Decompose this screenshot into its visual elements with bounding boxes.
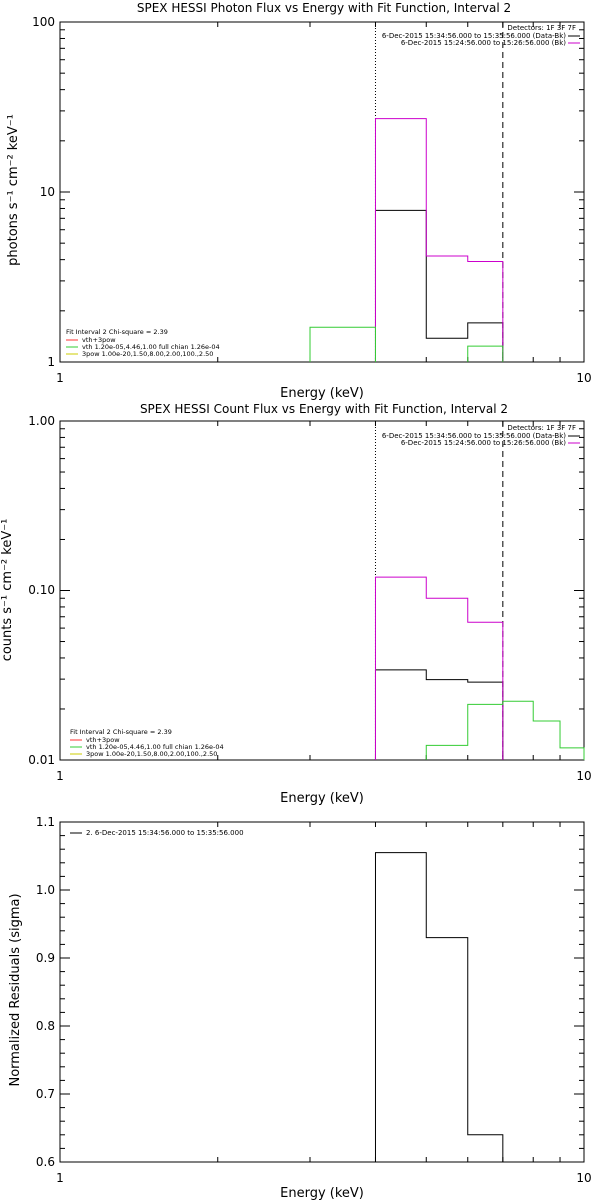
panel-2-title: SPEX HESSI Count Flux vs Energy with Fit… xyxy=(140,402,508,416)
p1-legend-data: 6-Dec-2015 15:34:56.000 to 15:35:56.000 … xyxy=(382,32,566,40)
p1-ytick-label-100: 100 xyxy=(32,15,55,29)
p2-y-axis-label: counts s⁻¹ cm⁻² keV⁻¹ xyxy=(0,519,15,662)
p3-ytick-label: 1.0 xyxy=(36,883,55,897)
p2-fit-title: Fit Interval 2 Chi-square = 2.39 xyxy=(70,728,172,736)
p1-legend-detectors: Detectors: 1F 3F 7F xyxy=(507,24,576,32)
p1-xtick-label-1: 1 xyxy=(56,371,64,385)
panel-2-marks xyxy=(374,421,585,760)
series-data-bk xyxy=(374,209,504,362)
p2-legend-detectors: Detectors: 1F 3F 7F xyxy=(507,424,576,432)
p1-ytick-label-1: 1 xyxy=(47,355,55,369)
p2-fit-item-1: vth+3pow xyxy=(86,736,120,744)
series-vth-3pow xyxy=(374,118,504,362)
p1-legend-bk: 6-Dec-2015 15:24:56.000 to 15:26:56.000 … xyxy=(401,39,566,47)
panel-1-frame xyxy=(59,21,585,363)
p1-fit-item-1: vth+3pow xyxy=(82,336,116,344)
p3-ytick-label: 1.1 xyxy=(36,815,55,829)
p1-x-axis-label: Energy (keV) xyxy=(280,386,364,401)
p2-fit-item-2: vth 1.20e-05,4.46,1.00 full chian 1.26e-… xyxy=(86,743,224,751)
p3-ytick-label: 0.9 xyxy=(36,951,55,965)
panel-1-ticks xyxy=(59,21,585,363)
p3-legend: 2. 6-Dec-2015 15:34:56.000 to 15:35:56.0… xyxy=(86,829,244,837)
p1-xtick-label-10: 10 xyxy=(576,371,591,385)
p3-ytick-label: 0.6 xyxy=(36,1155,55,1169)
p1-fit-item-3: 3pow 1.00e-20,1.50,8.00,2.00,100.,2.50 xyxy=(82,350,213,358)
panel-3-ticks xyxy=(59,821,585,1163)
p2-x-axis-label: Energy (keV) xyxy=(280,791,364,806)
p1-ytick-label-10: 10 xyxy=(40,185,55,199)
p2-ytick-label-0.01: 0.01 xyxy=(28,753,55,767)
panel-1-title: SPEX HESSI Photon Flux vs Energy with Fi… xyxy=(137,1,511,15)
p2-ytick-label-1.00: 1.00 xyxy=(28,414,55,428)
p1-fit-title: Fit Interval 2 Chi-square = 2.39 xyxy=(66,328,168,336)
p2-xtick-label-10: 10 xyxy=(576,769,591,783)
p2-legend-bk: 6-Dec-2015 15:24:56.000 to 15:26:56.000 … xyxy=(401,439,566,447)
p2-xtick-label-1: 1 xyxy=(56,769,64,783)
residuals-panel: 1 10 Energy (keV) Normalized Residuals (… xyxy=(8,815,592,1200)
p3-y-tick-labels: 0.6 0.7 0.8 0.9 1.0 1.1 xyxy=(36,815,55,1169)
p3-x-axis-label: Energy (keV) xyxy=(280,1186,364,1200)
panel-1-marks xyxy=(309,22,504,362)
series-data-bk xyxy=(374,669,504,760)
series-vth xyxy=(425,700,585,760)
p2-legend-data: 6-Dec-2015 15:34:56.000 to 15:35:56.000 … xyxy=(382,432,566,440)
p3-xtick-label-10: 10 xyxy=(576,1171,591,1185)
panel-3-frame xyxy=(59,821,585,1163)
series-vth xyxy=(309,326,504,362)
count-flux-panel: SPEX HESSI Count Flux vs Energy with Fit… xyxy=(0,402,592,806)
p3-xtick-label-1: 1 xyxy=(56,1171,64,1185)
panel-2-ticks xyxy=(59,420,585,761)
p1-y-axis-label: photons s⁻¹ cm⁻² keV⁻¹ xyxy=(6,114,21,266)
p3-ytick-label: 0.7 xyxy=(36,1087,55,1101)
panel-3-marks xyxy=(374,852,504,1162)
p2-fit-item-3: 3pow 1.00e-20,1.50,8.00,2.00,100.,2.50 xyxy=(86,750,217,758)
series-vth-3pow xyxy=(374,576,504,760)
p2-ytick-label-0.10: 0.10 xyxy=(28,583,55,597)
p1-fit-item-2: vth 1.20e-05,4.46,1.00 full chian 1.26e-… xyxy=(82,343,220,351)
p3-y-axis-label: Normalized Residuals (sigma) xyxy=(8,893,23,1086)
series-6-dec-2015-15-34-56-000-to-15-35-56-000 xyxy=(374,852,504,1162)
photon-flux-panel: SPEX HESSI Photon Flux vs Energy with Fi… xyxy=(6,1,592,401)
panel-2-frame xyxy=(59,420,585,761)
p3-ytick-label: 0.8 xyxy=(36,1019,55,1033)
